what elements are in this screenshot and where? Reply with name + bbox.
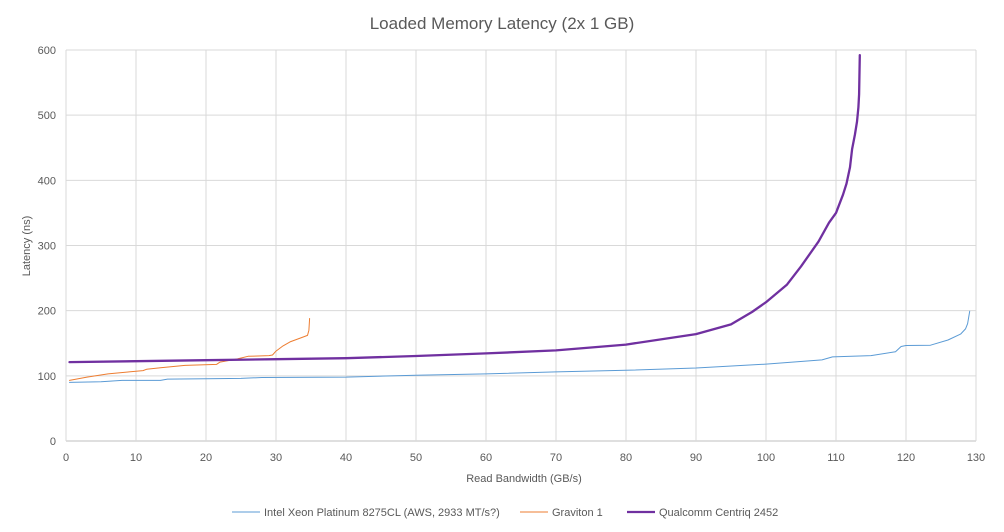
- legend-item: Graviton 1: [520, 507, 603, 519]
- x-tick-label: 20: [200, 452, 212, 464]
- x-tick-label: 40: [340, 452, 352, 464]
- y-tick-label: 300: [38, 241, 56, 253]
- legend-item: Intel Xeon Platinum 8275CL (AWS, 2933 MT…: [232, 507, 500, 519]
- x-tick-label: 120: [897, 452, 915, 464]
- x-tick-label: 100: [757, 452, 775, 464]
- series-line-3: [68, 54, 861, 364]
- gridlines: [65, 49, 977, 442]
- series-line-2: [69, 318, 311, 381]
- legend-label: Qualcomm Centriq 2452: [659, 507, 778, 519]
- y-tick-label: 500: [38, 110, 56, 122]
- x-tick-label: 50: [410, 452, 422, 464]
- x-tick-labels: 0 10 20 30 40 50 60 70 80 90 100 110 120 130: [63, 452, 985, 464]
- y-tick-label: 0: [50, 436, 56, 448]
- legend-label: Graviton 1: [552, 507, 603, 519]
- y-tick-label: 200: [38, 306, 56, 318]
- x-tick-label: 10: [130, 452, 142, 464]
- legend-label: Intel Xeon Platinum 8275CL (AWS, 2933 MT…: [264, 507, 500, 519]
- chart-title: Loaded Memory Latency (2x 1 GB): [370, 14, 635, 33]
- y-tick-label: 100: [38, 371, 56, 383]
- legend-item: Qualcomm Centriq 2452: [627, 507, 778, 519]
- series-lines: [68, 54, 971, 383]
- x-tick-label: 30: [270, 452, 282, 464]
- legend: Intel Xeon Platinum 8275CL (AWS, 2933 MT…: [232, 507, 778, 519]
- x-tick-label: 70: [550, 452, 562, 464]
- x-axis-label: Read Bandwidth (GB/s): [466, 473, 582, 485]
- x-tick-label: 0: [63, 452, 69, 464]
- y-axis-label: Latency (ns): [21, 216, 33, 277]
- x-tick-label: 130: [967, 452, 985, 464]
- y-tick-label: 400: [38, 175, 56, 187]
- x-tick-label: 80: [620, 452, 632, 464]
- x-tick-label: 60: [480, 452, 492, 464]
- y-tick-labels: 0 100 200 300 400 500 600: [38, 45, 56, 448]
- y-tick-label: 600: [38, 45, 56, 57]
- x-tick-label: 90: [690, 452, 702, 464]
- series-line-1: [69, 310, 971, 383]
- x-tick-label: 110: [827, 452, 845, 464]
